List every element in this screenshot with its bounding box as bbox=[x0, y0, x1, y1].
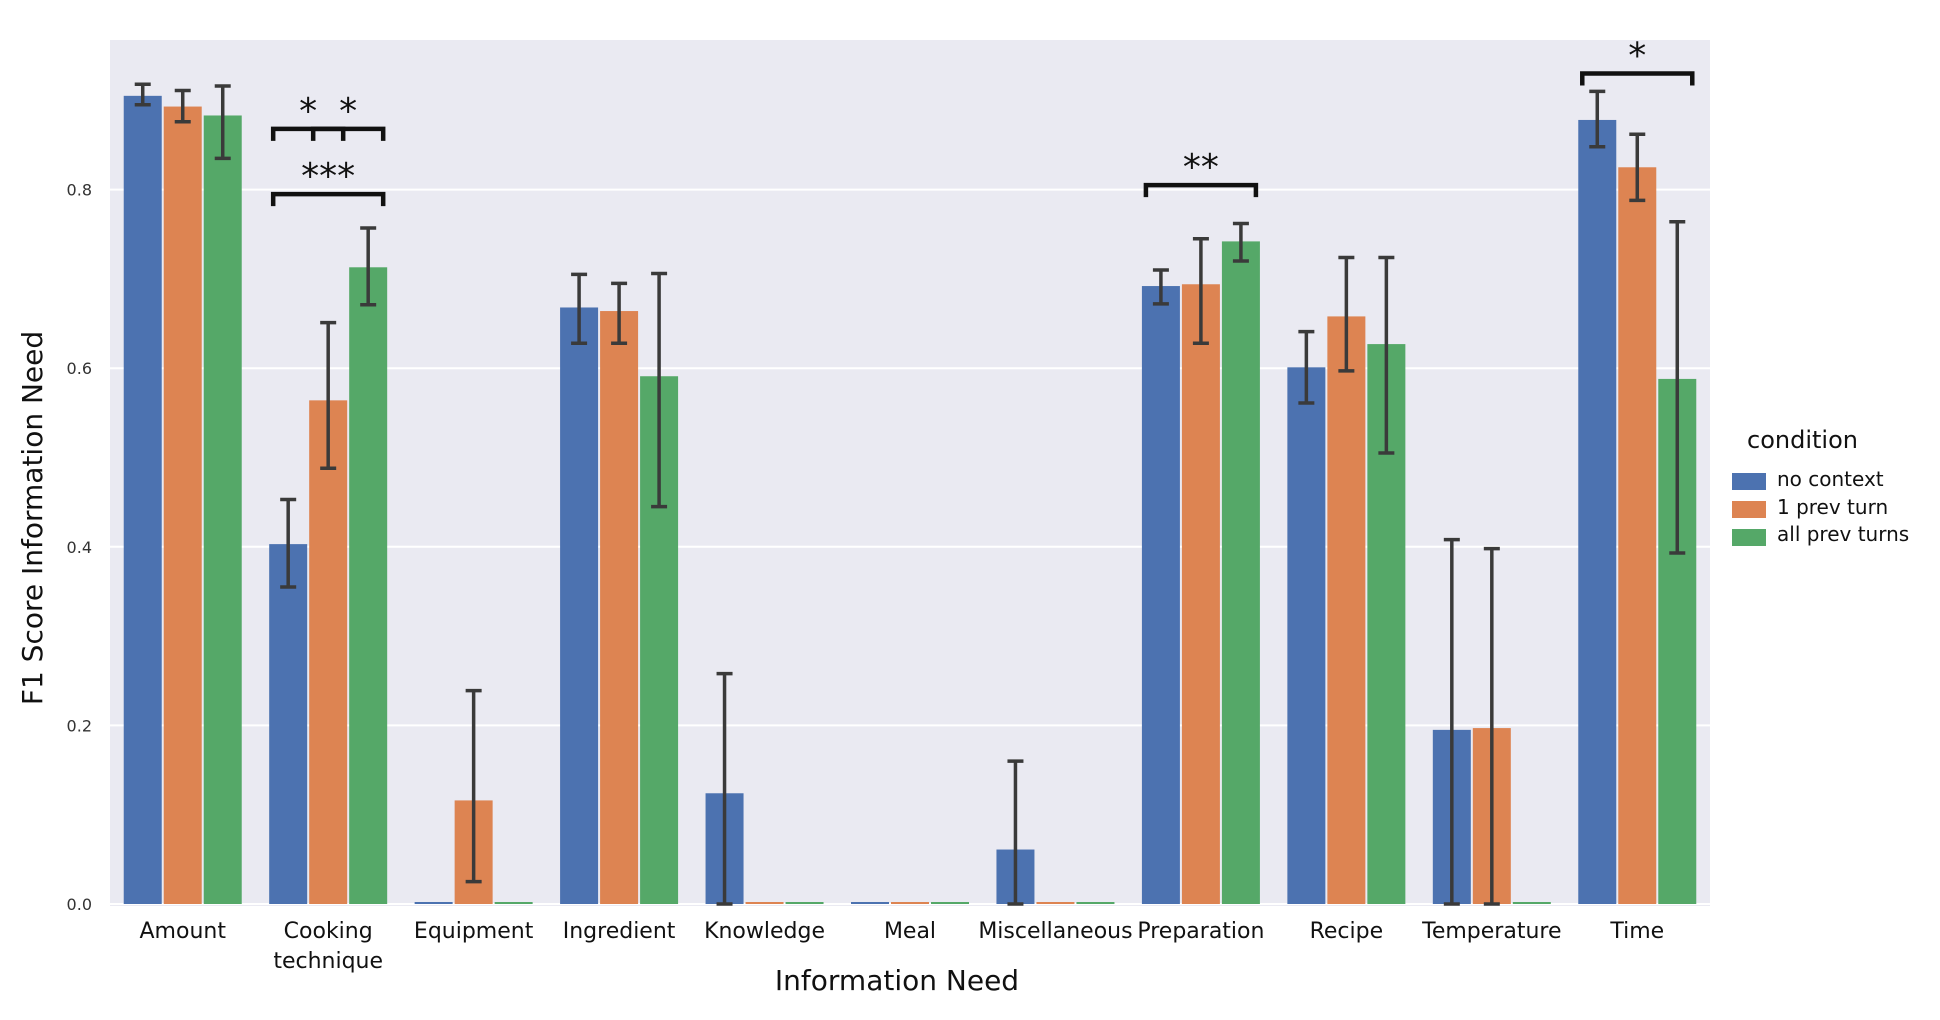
legend-swatch-1-prev-turn bbox=[1732, 501, 1766, 518]
significance-annotations: * **** *** bbox=[270, 36, 1695, 207]
bar-all-prev-turns-preparation bbox=[1221, 241, 1260, 905]
significance-bracket-time: * bbox=[1580, 36, 1695, 86]
bar-all-prev-turns-meal bbox=[931, 902, 969, 904]
bar-1-prev-turn-recipe bbox=[1327, 316, 1366, 904]
error-bar-1-prev-turn-cooking-technique bbox=[320, 320, 337, 470]
x-tick-label-cooking-technique: Cooking technique bbox=[273, 919, 383, 974]
error-bar-no-context-preparation bbox=[1152, 268, 1169, 306]
x-tick-label-recipe: Recipe bbox=[1310, 919, 1384, 944]
bars bbox=[123, 95, 1697, 905]
bar-all-prev-turns-temperature bbox=[1512, 902, 1551, 904]
error-bar-1-prev-turn-ingredient bbox=[611, 281, 628, 345]
y-tick-label: 0.0 bbox=[67, 895, 92, 914]
legend-label-no-context: no context bbox=[1777, 467, 1884, 491]
error-bar-all-prev-turns-recipe bbox=[1378, 255, 1395, 455]
x-tick-label-temperature: Temperature bbox=[1421, 919, 1561, 944]
significance-stars: ** bbox=[1183, 147, 1219, 188]
x-tick-label-preparation: Preparation bbox=[1137, 919, 1264, 944]
y-axis-ticks: 0.0 0.2 0.4 0.6 0.8 bbox=[67, 181, 92, 914]
bar-all-prev-turns-knowledge bbox=[785, 902, 824, 904]
bar-no-context-preparation bbox=[1141, 286, 1180, 904]
bar-no-context-equipment bbox=[414, 902, 453, 904]
x-axis-title: Information Need bbox=[775, 964, 1019, 997]
error-bar-all-prev-turns-cooking-technique bbox=[360, 226, 377, 307]
x-tick-label-time: Time bbox=[1609, 919, 1664, 944]
bar-no-context-recipe bbox=[1287, 367, 1326, 904]
error-bar-no-context-temperature bbox=[1443, 537, 1460, 906]
error-bar-no-context-knowledge bbox=[716, 671, 733, 906]
bar-all-prev-turns-equipment bbox=[494, 902, 533, 904]
bar-no-context-ingredient bbox=[560, 307, 599, 904]
significance-stars: * bbox=[1628, 36, 1646, 77]
bar-all-prev-turns-amount bbox=[203, 115, 242, 904]
bar-all-prev-turns-cooking-technique bbox=[349, 267, 388, 904]
error-bar-no-context-miscellaneous bbox=[1007, 759, 1024, 906]
bar-no-context-time bbox=[1578, 119, 1617, 905]
legend-title: condition bbox=[1747, 426, 1858, 454]
bar-no-context-cooking-technique bbox=[269, 544, 308, 904]
legend-swatch-no-context bbox=[1732, 473, 1766, 490]
bar-no-context-meal bbox=[851, 902, 889, 904]
x-tick-label-knowledge: Knowledge bbox=[704, 919, 825, 944]
x-tick-label-amount: Amount bbox=[140, 919, 227, 944]
y-tick-label: 0.4 bbox=[67, 538, 92, 557]
error-bar-no-context-amount bbox=[134, 82, 151, 107]
bar-1-prev-turn-preparation bbox=[1181, 284, 1220, 904]
y-tick-label: 0.6 bbox=[67, 359, 92, 378]
error-bar-all-prev-turns-ingredient bbox=[651, 271, 668, 509]
bar-no-context-amount bbox=[123, 95, 162, 904]
y-axis-title: F1 Score Information Need bbox=[16, 331, 49, 705]
y-tick-label: 0.8 bbox=[67, 181, 92, 200]
error-bar-1-prev-turn-amount bbox=[174, 88, 191, 124]
significance-stars: * bbox=[339, 91, 357, 132]
significance-bracket-preparation: ** bbox=[1143, 147, 1259, 198]
error-bar-all-prev-turns-preparation bbox=[1232, 221, 1249, 263]
error-bar-no-context-cooking-technique bbox=[280, 497, 297, 589]
error-bar-all-prev-turns-amount bbox=[214, 84, 231, 161]
significance-stars: *** bbox=[301, 156, 355, 197]
y-tick-label: 0.2 bbox=[67, 716, 92, 735]
legend: condition no context 1 prev turn all pre… bbox=[1732, 426, 1909, 546]
error-bars bbox=[134, 82, 1686, 906]
bar-1-prev-turn-ingredient bbox=[600, 311, 639, 905]
legend-swatch-all-prev-turns bbox=[1732, 529, 1766, 546]
x-tick-label-ingredient: Ingredient bbox=[563, 919, 676, 944]
bar-1-prev-turn-cooking-technique bbox=[309, 400, 348, 904]
significance-bracket-cooking-technique: * bbox=[270, 91, 346, 141]
significance-bracket-cooking-technique: * bbox=[310, 91, 386, 141]
error-bar-1-prev-turn-preparation bbox=[1192, 236, 1209, 345]
legend-label-1-prev-turn: 1 prev turn bbox=[1777, 495, 1888, 519]
bar-1-prev-turn-meal bbox=[891, 902, 929, 904]
bar-1-prev-turn-miscellaneous bbox=[1036, 902, 1075, 904]
error-bar-1-prev-turn-recipe bbox=[1338, 255, 1355, 373]
error-bar-1-prev-turn-temperature bbox=[1483, 546, 1500, 906]
error-bar-no-context-time bbox=[1589, 89, 1606, 149]
error-bar-1-prev-turn-time bbox=[1629, 132, 1646, 203]
x-axis-category-labels: Amount Cooking technique Equipment Ingredien… bbox=[140, 919, 1665, 974]
significance-stars: * bbox=[299, 91, 317, 132]
bar-1-prev-turn-amount bbox=[163, 106, 202, 904]
error-bar-no-context-ingredient bbox=[571, 272, 588, 345]
error-bar-all-prev-turns-time bbox=[1669, 219, 1686, 555]
x-tick-label-equipment: Equipment bbox=[414, 919, 534, 944]
significance-bracket-cooking-technique: *** bbox=[270, 156, 386, 207]
x-tick-label-meal: Meal bbox=[884, 919, 936, 944]
x-tick-label-miscellaneous: Miscellaneous bbox=[978, 919, 1132, 944]
error-bar-1-prev-turn-equipment bbox=[465, 688, 482, 884]
legend-label-all-prev-turns: all prev turns bbox=[1777, 522, 1909, 546]
bar-1-prev-turn-time bbox=[1618, 167, 1657, 904]
bar-1-prev-turn-knowledge bbox=[745, 902, 784, 904]
bar-all-prev-turns-miscellaneous bbox=[1076, 902, 1115, 904]
error-bar-no-context-recipe bbox=[1298, 329, 1315, 405]
